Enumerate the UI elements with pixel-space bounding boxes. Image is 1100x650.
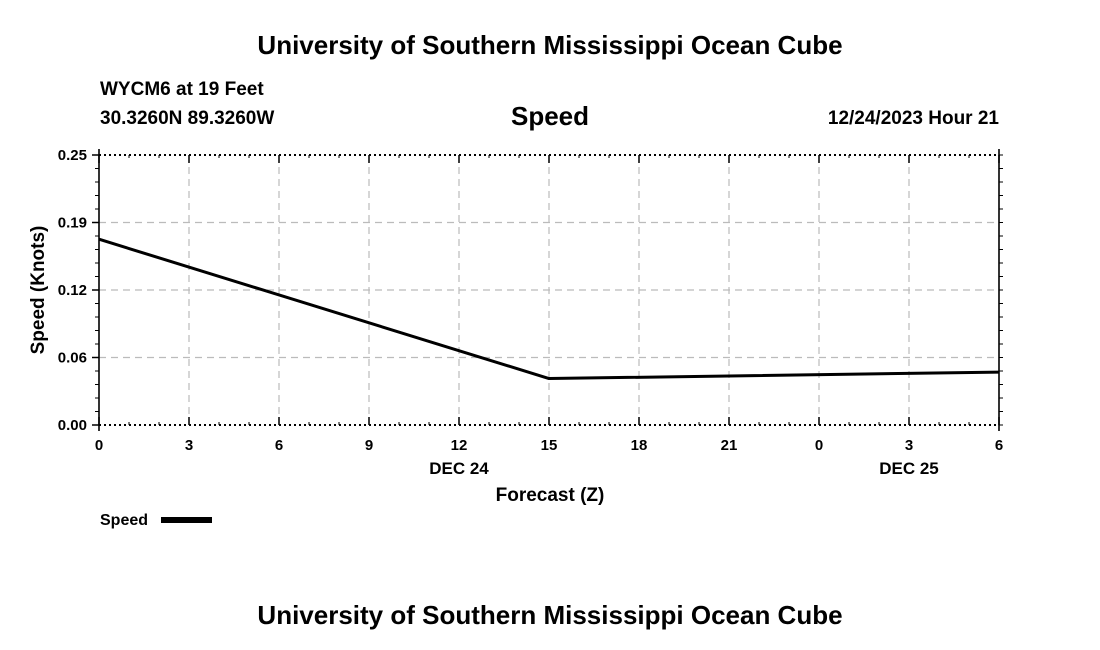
tick-labels: 0 3 6 9 12 15 18 21 0 3 6 0.00 0.06 0.12 0.19 0.25 DEC 2…	[58, 147, 1003, 478]
y-tick-label: 0.00	[58, 417, 87, 434]
chart-canvas: University of Southern Mississippi Ocean…	[0, 0, 1100, 650]
x-tick-label: 3	[185, 437, 193, 454]
y-tick-label: 0.06	[58, 350, 87, 367]
y-axis-label: Speed (Knots)	[28, 226, 49, 355]
station-label: WYCM6 at 19 Feet	[100, 79, 264, 100]
x-axis-label: Forecast (Z)	[496, 485, 605, 506]
x-tick-label: 0	[95, 437, 103, 454]
x-tick-label: 18	[631, 437, 648, 454]
y-tick-label: 0.12	[58, 282, 87, 299]
date-label: DEC 24	[429, 459, 489, 478]
x-tick-label: 21	[721, 437, 738, 454]
y-tick-label: 0.25	[58, 147, 87, 164]
y-tick-label: 0.19	[58, 215, 87, 232]
x-tick-label: 15	[541, 437, 558, 454]
x-tick-label: 6	[995, 437, 1003, 454]
grid	[99, 155, 999, 425]
x-tick-label: 3	[905, 437, 913, 454]
date-label: DEC 25	[879, 459, 939, 478]
x-tick-label: 9	[365, 437, 373, 454]
footer-title: University of Southern Mississippi Ocean…	[257, 600, 842, 630]
x-tick-label: 0	[815, 437, 823, 454]
coords-label: 30.3260N 89.3260W	[100, 108, 274, 129]
x-tick-label: 12	[451, 437, 468, 454]
chart-title: Speed	[511, 101, 589, 131]
x-tick-label: 6	[275, 437, 283, 454]
page-title: University of Southern Mississippi Ocean…	[257, 30, 842, 60]
datetime-label: 12/24/2023 Hour 21	[828, 108, 1000, 129]
legend-label: Speed	[100, 512, 148, 529]
